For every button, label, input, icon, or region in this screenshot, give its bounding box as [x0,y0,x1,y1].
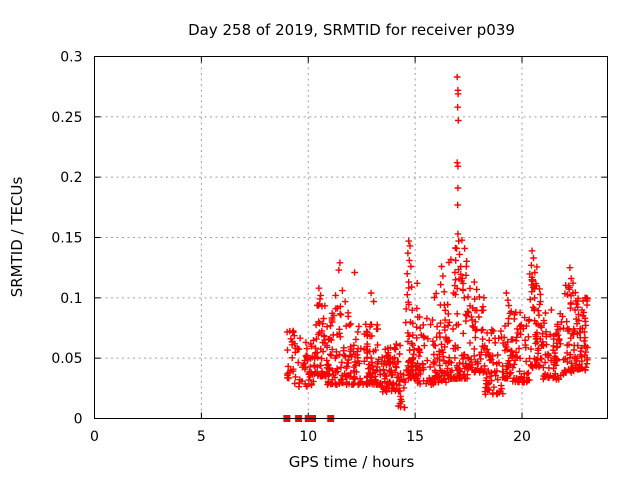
svg-text:0.2: 0.2 [60,170,82,186]
chart-title: Day 258 of 2019, SRMTID for receiver p03… [188,21,515,39]
svg-text:0: 0 [74,412,83,428]
svg-text:0.3: 0.3 [60,50,82,66]
svg-text:10: 10 [299,429,317,445]
data-points [283,73,591,411]
svg-text:0: 0 [90,429,99,445]
svg-text:0.25: 0.25 [51,110,82,126]
plot-border [94,56,608,419]
svg-text:5: 5 [197,429,206,445]
svg-text:20: 20 [513,429,531,445]
x-axis-label: GPS time / hours [288,453,415,471]
axis-tick-labels: 0 5 10 15 20 0 0.05 0.1 0.15 0.2 0.25 0.3 [51,50,531,446]
svg-text:0.1: 0.1 [60,291,82,307]
svg-text:0.15: 0.15 [51,231,82,247]
svg-text:15: 15 [406,429,424,445]
svg-text:0.05: 0.05 [51,351,82,367]
